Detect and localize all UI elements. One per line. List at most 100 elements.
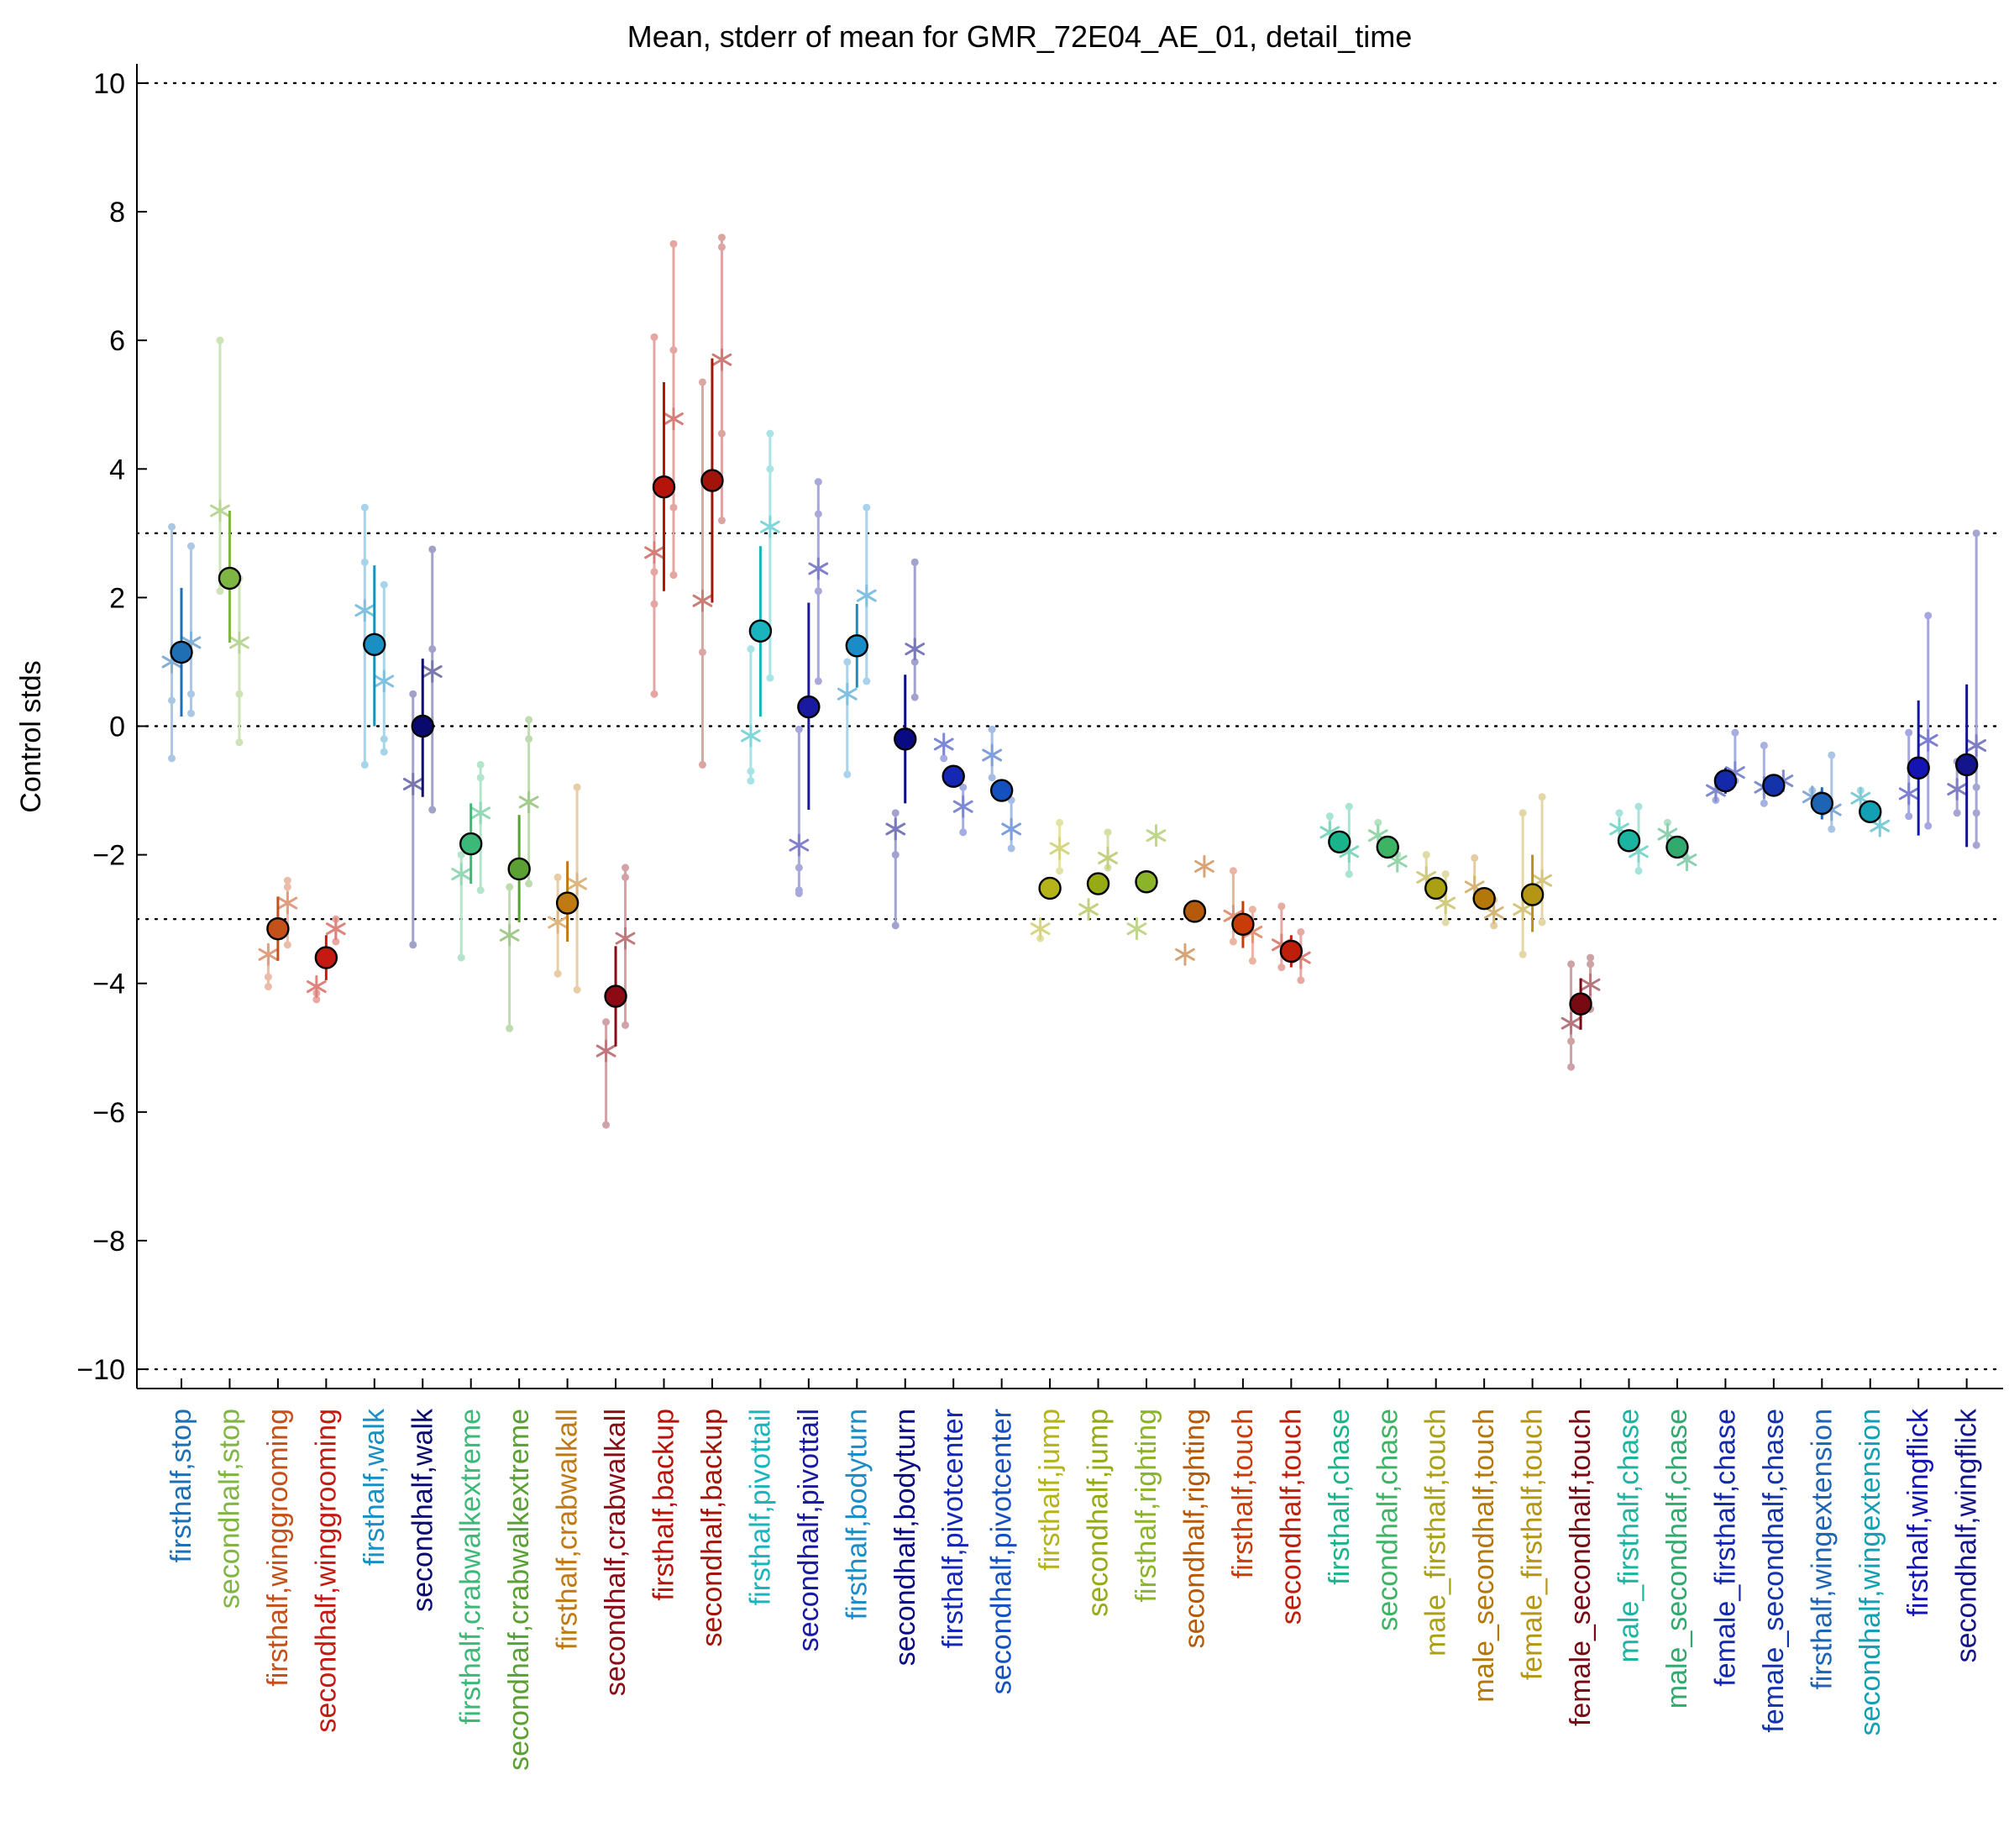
star-marker [1947, 778, 1968, 801]
mean-marker [748, 619, 773, 643]
mean-marker [363, 633, 386, 656]
data-point [1441, 870, 1450, 879]
data-point [814, 478, 822, 486]
x-category-label: male_firsthalf,touch [1420, 1409, 1452, 1656]
category-group: secondhalf,winggrooming [306, 915, 346, 1733]
mean-marker [1713, 769, 1738, 793]
mean-marker [266, 916, 290, 941]
data-point [747, 777, 755, 785]
mean-marker [1424, 876, 1448, 900]
star-marker [1194, 854, 1214, 878]
data-point [186, 542, 195, 550]
data-point [814, 510, 822, 518]
x-category-label: firsthalf,chase [1324, 1409, 1356, 1585]
y-tick-label: 6 [109, 325, 125, 357]
star-marker [258, 942, 279, 966]
star-marker [1030, 917, 1051, 941]
data-point [1924, 822, 1933, 830]
plot-area: −10 −8 −6 −4 −2 0 2 4 6 8 10 firsthalf,stop secondha… [76, 64, 2005, 1771]
data-point [1634, 802, 1643, 811]
star-marker [615, 927, 636, 950]
data-point [1567, 1037, 1576, 1046]
y-tick-label: 2 [109, 582, 125, 614]
star-marker [422, 659, 443, 683]
mean-marker [1135, 870, 1158, 894]
x-category-label: firsthalf,pivottail [744, 1409, 776, 1605]
data-point [698, 378, 706, 386]
data-point [988, 774, 996, 782]
star-marker [1049, 837, 1070, 860]
data-point [795, 864, 803, 872]
star-marker [567, 872, 587, 895]
y-tick-label: 8 [109, 197, 125, 228]
data-point [669, 571, 678, 580]
mean-marker [700, 469, 724, 492]
data-point [650, 600, 658, 608]
data-point [553, 873, 562, 881]
category-group: firsthalf,wingextension [1802, 751, 1842, 1690]
mean-marker [1954, 753, 1979, 777]
y-tick-label: −2 [92, 840, 125, 872]
star-marker [692, 589, 713, 612]
category-group: firsthalf,wingflick [1898, 612, 1938, 1617]
data-point [650, 690, 658, 698]
star-marker [1126, 917, 1147, 941]
data-point [1422, 851, 1430, 859]
data-point [235, 738, 244, 747]
category-group: male_firsthalf,chase [1609, 802, 1649, 1662]
x-category-label: secondhalf,touch [1275, 1409, 1307, 1625]
data-point [959, 783, 968, 791]
data-point [1567, 960, 1576, 969]
x-category-label: firsthalf,crabwalkextreme [455, 1409, 487, 1725]
category-group: secondhalf,bodyturn [885, 558, 926, 1666]
data-point [717, 517, 726, 525]
data-point [1972, 783, 1980, 791]
data-point [622, 1021, 630, 1029]
x-category-label: secondhalf,bodyturn [889, 1409, 921, 1666]
category-group: secondhalf,wingflick [1947, 529, 1987, 1662]
star-marker [808, 557, 829, 580]
star-marker [548, 911, 569, 934]
mean-marker [1086, 872, 1110, 895]
data-point [409, 690, 417, 698]
data-point [717, 429, 726, 438]
category-group: firsthalf,pivotcenter [933, 732, 973, 1648]
category-group: secondhalf,walk [402, 545, 443, 1612]
star-marker [905, 638, 926, 661]
x-category-label: secondhalf,chase [1372, 1409, 1403, 1631]
data-point [1905, 812, 1913, 821]
y-tick-label: 0 [109, 711, 125, 743]
data-point [283, 941, 291, 949]
data-point [766, 465, 774, 473]
data-point [1277, 963, 1286, 972]
x-category-label: male_secondhalf,chase [1661, 1409, 1693, 1709]
star-marker [325, 917, 346, 941]
mean-marker [604, 984, 627, 1008]
y-tick-label: −8 [92, 1226, 125, 1257]
data-point [264, 973, 272, 981]
category-group: firsthalf,pivottail [741, 429, 780, 1605]
mean-marker [507, 857, 531, 881]
mean-marker [845, 634, 868, 658]
star-marker [664, 407, 684, 431]
x-category-label: firsthalf,pivotcenter [937, 1409, 969, 1648]
star-marker [210, 499, 230, 522]
data-point [650, 568, 658, 576]
data-point [235, 690, 244, 698]
data-point [525, 716, 533, 724]
mean-marker [1520, 883, 1545, 906]
data-point [622, 873, 630, 881]
data-point [1248, 957, 1256, 965]
data-point [1056, 818, 1064, 827]
data-point [1104, 828, 1112, 837]
data-point [525, 735, 533, 743]
data-point [573, 985, 581, 994]
data-point [1538, 918, 1546, 927]
x-category-label: female_firsthalf,touch [1517, 1409, 1549, 1680]
x-category-label: secondhalf,jump [1083, 1409, 1115, 1617]
x-category-label: female_secondhalf,touch [1565, 1409, 1597, 1726]
data-point [1297, 927, 1305, 936]
data-point [863, 677, 871, 685]
mean-marker [1665, 835, 1689, 859]
x-category-label: secondhalf,wingextension [1854, 1409, 1886, 1735]
